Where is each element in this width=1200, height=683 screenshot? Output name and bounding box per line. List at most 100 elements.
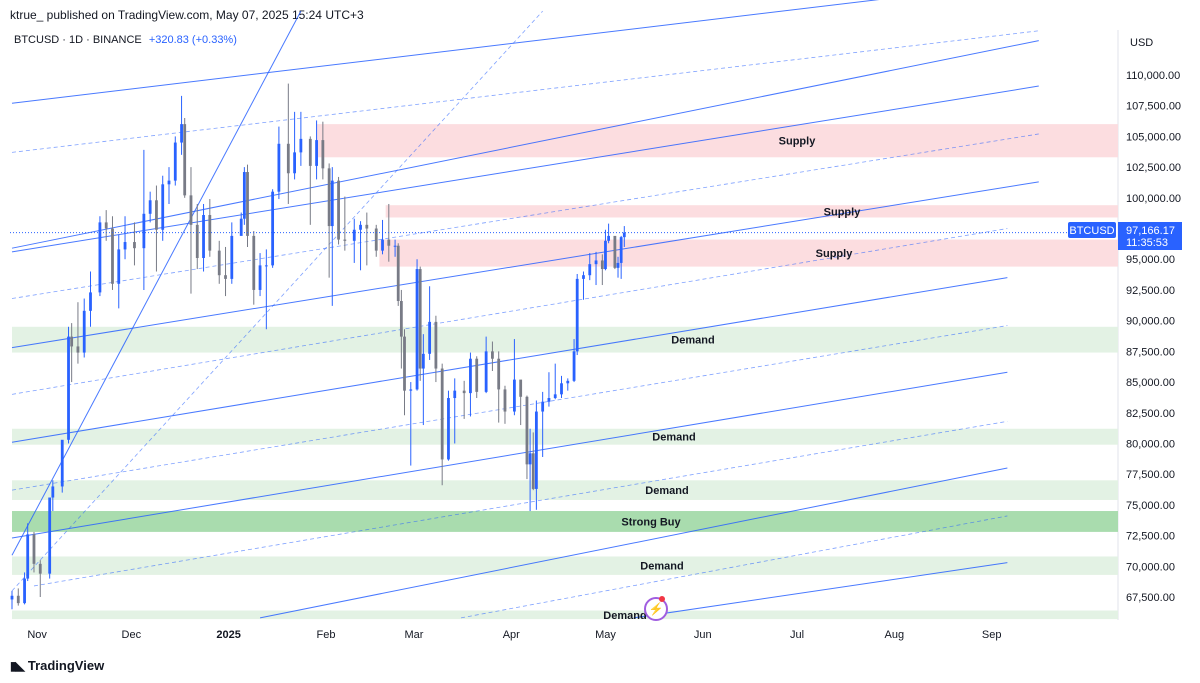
price-tick-label: 87,500.00	[1126, 346, 1175, 358]
candle	[528, 428, 532, 512]
tradingview-branding[interactable]: ▮◣ TradingView	[10, 658, 104, 673]
candle	[264, 249, 268, 330]
candle	[16, 588, 20, 606]
candle	[519, 379, 523, 426]
candle	[560, 375, 563, 399]
time-tick-label: 2025	[216, 629, 240, 641]
candle	[475, 356, 479, 399]
candle	[503, 385, 507, 424]
candle	[70, 323, 74, 383]
countdown-text: 11:35:53	[1126, 237, 1168, 249]
symbol-label: BTCUSD · 1D · BINANCE	[14, 34, 142, 46]
price-tick-label: 75,000.00	[1126, 500, 1175, 512]
candle	[619, 235, 623, 279]
candle	[167, 167, 171, 204]
candle	[418, 266, 422, 381]
strong-buy-label: Strong Buy	[621, 516, 681, 528]
candle	[230, 222, 234, 284]
candle	[48, 497, 52, 579]
candle	[525, 395, 529, 480]
channel-line-solid	[259, 467, 1008, 619]
demand-label: Demand	[671, 335, 714, 347]
candle	[337, 176, 340, 245]
candle	[38, 560, 42, 597]
candle	[434, 315, 438, 383]
channel-line-dashed	[11, 10, 543, 592]
price-axis[interactable]: 110,000.00 107,500.00 105,000.00 102,500.00…	[1126, 70, 1181, 604]
candle	[428, 286, 432, 360]
candle	[415, 259, 419, 391]
candle	[321, 121, 325, 180]
candle	[409, 382, 413, 466]
time-tick-label: Dec	[122, 629, 142, 641]
candle	[547, 372, 551, 407]
symbol-badge	[1068, 222, 1116, 238]
candle	[217, 240, 221, 284]
candle	[315, 120, 318, 180]
candle	[155, 185, 158, 272]
price-tick-label: 110,000.00	[1126, 70, 1180, 82]
candle	[607, 223, 610, 244]
candle	[271, 189, 275, 268]
candle	[572, 339, 576, 383]
candle	[462, 380, 466, 419]
candle	[613, 235, 617, 270]
candle	[293, 111, 296, 180]
price-tick-label: 100,000.00	[1126, 193, 1181, 205]
price-tick-label: 82,500.00	[1126, 408, 1175, 420]
last-price-badge	[1118, 222, 1182, 250]
price-tick-label: 67,500.00	[1126, 592, 1175, 604]
candle	[23, 572, 26, 605]
time-axis[interactable]: Nov Dec 2025 Feb Mar Apr May Jun Jul Aug Sep	[27, 629, 1001, 641]
candle	[365, 212, 369, 266]
candle	[594, 251, 598, 286]
candle	[202, 203, 205, 272]
symbol-info[interactable]: BTCUSD · 1D · BINANCE +320.83 (+0.33%)	[14, 34, 237, 46]
candle	[148, 191, 152, 223]
time-tick-label: Sep	[982, 629, 1002, 641]
channel-line-solid	[11, 0, 880, 104]
candle	[26, 523, 30, 582]
candle	[308, 136, 312, 225]
channel-line-solid	[11, 85, 1039, 253]
candle	[553, 363, 557, 400]
candle	[381, 219, 384, 255]
zone-label-layer: Supply Supply Supply Demand Demand Demand Stro…	[603, 136, 861, 622]
candle	[142, 149, 146, 290]
candle	[173, 136, 177, 186]
candle-layer	[10, 83, 626, 610]
candle	[180, 95, 183, 155]
candle	[582, 271, 585, 300]
price-change: +320.83 (+0.33%)	[148, 34, 237, 46]
candle	[277, 126, 281, 200]
candle	[10, 590, 14, 610]
demand-zone	[12, 610, 1118, 620]
price-tick-label: 80,000.00	[1126, 438, 1175, 450]
demand-label: Demand	[640, 561, 683, 573]
channel-line-solid	[11, 10, 302, 556]
candle	[588, 253, 592, 281]
candle	[183, 117, 187, 198]
candle	[399, 289, 403, 369]
candle	[299, 111, 303, 166]
supply-zone	[385, 205, 1118, 218]
candle	[604, 229, 607, 271]
price-tick-label: 92,500.00	[1126, 285, 1175, 297]
candle	[224, 246, 227, 297]
candle	[393, 239, 397, 257]
candle	[541, 391, 545, 457]
candle	[111, 216, 114, 290]
demand-zone	[12, 428, 1118, 445]
time-tick-label: Mar	[404, 629, 423, 641]
candle	[76, 302, 80, 364]
currency-label[interactable]: USD	[1130, 37, 1154, 49]
channel-line-dashed	[11, 228, 1008, 395]
candle	[396, 243, 400, 306]
candle	[123, 216, 127, 260]
channel-line-solid	[11, 181, 1039, 349]
supply-label: Supply	[816, 248, 854, 260]
candle	[104, 210, 108, 241]
price-tick-label: 72,500.00	[1126, 531, 1175, 543]
candle	[622, 226, 626, 247]
